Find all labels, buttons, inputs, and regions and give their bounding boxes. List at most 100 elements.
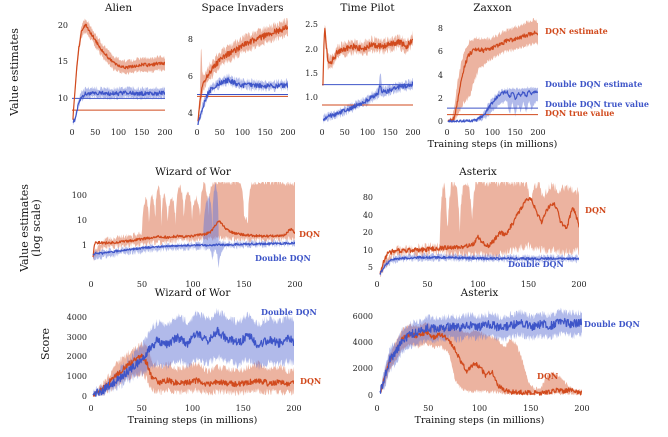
series-label-wizard-of-wor-log-0: DQN	[299, 229, 321, 239]
chart-title-zaxxon: Zaxxon	[473, 2, 512, 14]
y-tick-space-invaders: 8	[187, 34, 193, 44]
y-tick-wizard-of-wor-log: 10	[76, 215, 87, 225]
y-tick-asterix-score: 2000	[352, 364, 373, 374]
series-dqn	[379, 196, 579, 275]
x-tick-zaxxon: 150	[507, 128, 523, 137]
y-axis-label-score: Score	[39, 327, 52, 361]
x-tick-asterix-score: 50	[423, 404, 434, 413]
x-tick-asterix-score: 200	[574, 404, 590, 413]
y-tick-wizard-of-wor-score: 0	[81, 391, 87, 401]
y-tick-space-invaders: 4	[187, 108, 193, 118]
y-tick-asterix-score: 4000	[352, 337, 373, 347]
y-tick-asterix-log: 5	[367, 263, 373, 273]
chart-title-time-pilot: Time Pilot	[340, 2, 395, 14]
x-tick-alien: 150	[134, 128, 150, 137]
chart-title-wizard-of-wor-log: Wizard of Wor	[155, 166, 231, 178]
x-tick-wizard-of-wor-score: 50	[136, 404, 147, 413]
x-tick-zaxxon: 200	[530, 128, 546, 137]
x-tick-wizard-of-wor-log: 100	[185, 280, 201, 289]
chart-title-asterix-score: Asterix	[460, 287, 499, 299]
series-label-wizard-of-wor-log-1: Double DQN	[255, 253, 311, 263]
series-double-dqn-score	[92, 326, 294, 397]
x-tick-alien: 50	[90, 128, 101, 137]
y-tick-asterix-score: 6000	[352, 311, 373, 321]
series-dqn-estimate	[197, 24, 288, 122]
series-double-dqn-estimate-band	[72, 85, 165, 125]
series-label-zaxxon-1: Double DQN estimate	[545, 79, 643, 89]
x-tick-wizard-of-wor-score: 0	[88, 404, 94, 413]
y-tick-zaxxon: 4	[437, 70, 443, 80]
x-tick-zaxxon: 0	[444, 128, 450, 137]
series-double-dqn	[92, 241, 295, 256]
y-tick-space-invaders: 6	[187, 71, 193, 81]
x-tick-wizard-of-wor-log: 50	[136, 280, 148, 289]
y-tick-zaxxon: 2	[437, 93, 443, 103]
x-tick-time-pilot: 50	[339, 128, 350, 137]
x-axis-label-asterix-score: Training steps (in millions)	[414, 415, 545, 426]
y-tick-wizard-of-wor-log: 1	[81, 240, 87, 250]
series-dqn-estimate	[72, 23, 165, 120]
series-double-dqn-estimate-band	[323, 73, 413, 125]
x-tick-wizard-of-wor-score: 150	[235, 404, 251, 413]
x-tick-asterix-score: 150	[523, 404, 539, 413]
series-label-asterix-log-1: Double DQN	[508, 259, 564, 269]
x-tick-time-pilot: 0	[319, 128, 325, 137]
x-tick-alien: 100	[110, 128, 127, 137]
chart-title-space-invaders: Space Invaders	[201, 2, 284, 14]
x-tick-asterix-log: 100	[470, 280, 486, 289]
x-tick-space-invaders: 200	[280, 128, 296, 137]
chart-title-alien: Alien	[104, 2, 133, 14]
x-tick-wizard-of-wor-log: 150	[236, 280, 252, 289]
x-tick-space-invaders: 0	[194, 128, 200, 137]
series-double-dqn-estimate	[447, 89, 538, 123]
y-tick-time-pilot: 2.5	[305, 20, 318, 30]
x-tick-asterix-log: 50	[422, 280, 433, 289]
x-axis-label-wizard-of-wor-score: Training steps (in millions)	[127, 415, 258, 426]
x-tick-wizard-of-wor-log: 0	[88, 280, 94, 289]
series-double-dqn-estimate	[322, 81, 413, 122]
x-tick-asterix-log: 200	[571, 280, 587, 289]
y-tick-wizard-of-wor-score: 1000	[66, 372, 87, 381]
y-tick-wizard-of-wor-score: 3000	[66, 332, 87, 342]
plot-area-wizard-of-wor-score	[92, 307, 294, 397]
y-tick-alien: 15	[57, 57, 68, 67]
y-tick-alien: 10	[57, 93, 68, 103]
x-tick-space-invaders: 100	[234, 128, 251, 137]
y-tick-wizard-of-wor-log: 100	[71, 190, 87, 200]
series-dqn-band	[380, 182, 579, 277]
series-double-dqn-estimate	[72, 90, 165, 123]
series-dqn-estimate	[322, 27, 413, 86]
series-double-dqn	[379, 255, 579, 275]
x-tick-space-invaders: 150	[257, 128, 273, 137]
plot-area-asterix-log	[379, 182, 579, 277]
x-tick-asterix-log: 150	[520, 280, 537, 289]
y-tick-time-pilot: 2.0	[305, 44, 318, 54]
chart-title-asterix-log: Asterix	[459, 166, 497, 178]
series-label-asterix-score-1: DQN	[537, 371, 559, 381]
y-tick-alien: 20	[57, 20, 68, 30]
x-tick-zaxxon: 50	[464, 128, 475, 137]
y-tick-wizard-of-wor-score: 4000	[66, 313, 87, 323]
x-tick-wizard-of-wor-log: 200	[287, 280, 303, 289]
series-label-wizard-of-wor-score-1: DQN	[300, 376, 322, 386]
y-tick-time-pilot: 1.5	[305, 68, 318, 78]
y-tick-asterix-log: 20	[362, 228, 373, 238]
series-double-dqn-estimate-band	[197, 73, 288, 125]
y-tick-asterix-log: 40	[362, 210, 373, 220]
series-label-asterix-log-0: DQN	[585, 205, 607, 215]
plot-area-alien	[72, 18, 165, 125]
series-double-dqn-score-band	[93, 307, 294, 397]
chart-title-wizard-of-wor-score: Wizard of Wor	[154, 287, 231, 299]
series-dqn-score	[92, 353, 294, 397]
x-tick-time-pilot: 150	[382, 128, 398, 137]
series-label-zaxxon-3: DQN true value	[545, 108, 615, 118]
series-double-dqn-score	[379, 317, 582, 394]
plot-area-zaxxon	[447, 18, 538, 123]
series-dqn-estimate	[447, 30, 538, 123]
series-dqn	[92, 220, 295, 258]
x-tick-asterix-score: 100	[471, 404, 488, 413]
x-tick-asterix-log: 0	[374, 280, 380, 289]
y-tick-zaxxon: 6	[437, 47, 443, 57]
y-axis-label-value-estimates: Value estimates	[8, 28, 21, 116]
